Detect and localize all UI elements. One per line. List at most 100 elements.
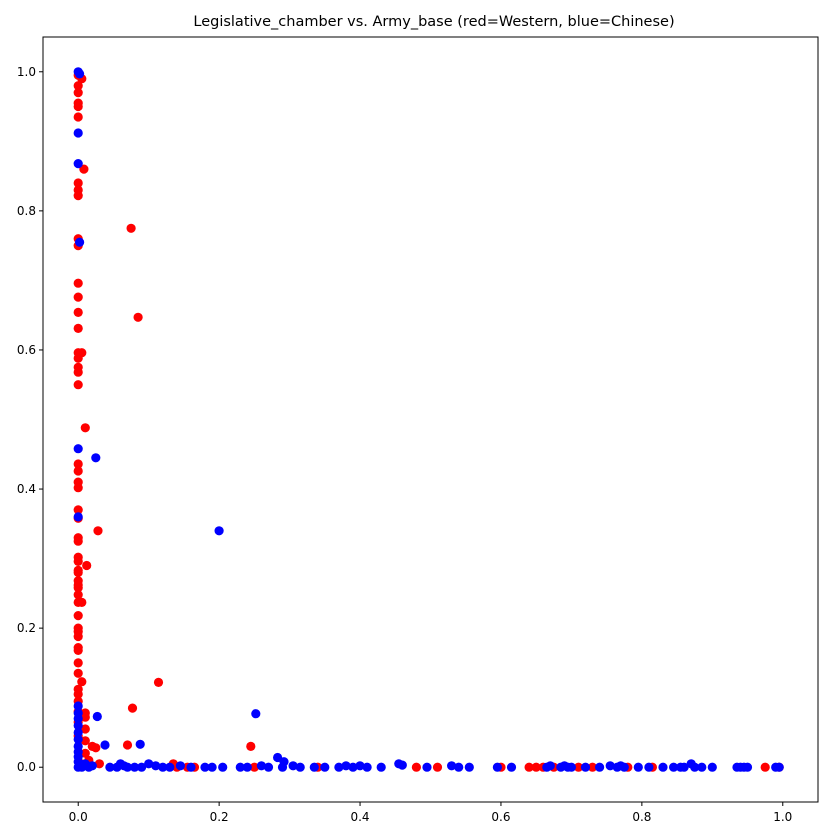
data-point-series-0-71 [153, 677, 164, 688]
data-point-series-0-15 [73, 307, 83, 317]
data-point-series-1-11 [73, 713, 83, 724]
data-point-series-0-23 [80, 423, 90, 433]
data-point-series-1-6 [91, 453, 101, 463]
data-point-series-1-1 [75, 69, 85, 79]
data-point-series-1-38 [158, 762, 168, 772]
data-point-series-1-36 [144, 759, 154, 769]
data-point-series-1-9 [73, 701, 83, 711]
y-tick-label: 0.8 [17, 204, 36, 218]
data-point-series-0-88 [573, 762, 584, 772]
data-point-series-1-14 [73, 734, 83, 745]
data-point-series-0-85 [531, 762, 541, 772]
data-point-series-0-13 [73, 278, 83, 288]
data-point-series-0-6 [73, 112, 83, 122]
data-point-series-0-38 [73, 583, 83, 593]
x-tick-label: 0.2 [210, 810, 229, 824]
data-point-series-0-72 [127, 703, 138, 713]
data-point-series-1-89 [697, 762, 707, 772]
data-point-series-1-67 [492, 762, 502, 772]
data-point-series-1-26 [135, 739, 145, 749]
data-point-series-0-5 [73, 101, 83, 112]
axes-layer: 0.0 0.2 0.4 0.6 0.8 1.0 0.0 0.2 0.4 0.6 0.8 1.0 [17, 65, 792, 824]
data-point-series-0-82 [432, 762, 443, 772]
y-tick-label: 1.0 [17, 65, 36, 79]
x-tick-label: 0.4 [350, 810, 369, 824]
data-point-series-0-35 [73, 567, 83, 578]
points-layer [73, 67, 784, 772]
data-point-series-1-42 [200, 762, 210, 772]
data-point-series-1-3 [73, 159, 83, 169]
data-point-series-1-63 [422, 762, 432, 772]
data-point-series-1-35 [137, 762, 147, 772]
y-tick-label: 0.6 [17, 343, 36, 357]
data-point-series-0-65 [94, 759, 104, 769]
data-point-series-1-27 [251, 709, 261, 719]
data-point-series-1-76 [595, 762, 605, 772]
data-point-series-1-12 [73, 720, 83, 731]
data-point-series-0-41 [77, 597, 87, 608]
data-point-series-0-58 [80, 724, 90, 734]
data-point-series-0-3 [73, 88, 83, 98]
data-point-series-1-60 [376, 762, 386, 772]
data-point-series-1-83 [658, 762, 668, 772]
data-point-series-1-75 [580, 762, 591, 772]
data-point-series-0-24 [73, 459, 83, 469]
data-point-series-0-84 [524, 762, 534, 772]
data-point-series-1-56 [341, 761, 351, 771]
data-point-series-1-77 [605, 761, 615, 771]
data-point-series-0-33 [73, 556, 83, 567]
data-point-series-0-49 [73, 668, 83, 678]
data-point-series-1-46 [242, 762, 252, 772]
data-point-series-1-59 [362, 762, 372, 772]
data-point-series-1-57 [348, 762, 358, 772]
x-tick-label: 0.8 [632, 810, 651, 824]
data-point-series-1-82 [644, 762, 654, 772]
data-point-series-1-80 [619, 762, 629, 772]
data-point-series-0-70 [133, 312, 143, 322]
data-point-series-0-19 [73, 353, 83, 363]
data-point-series-0-8 [73, 178, 83, 188]
data-point-series-1-94 [742, 762, 753, 772]
data-point-series-1-50 [279, 757, 289, 767]
data-point-series-1-13 [73, 727, 83, 738]
data-point-series-0-7 [79, 164, 89, 174]
data-point-series-1-45 [235, 762, 245, 772]
data-point-series-1-25 [100, 740, 110, 750]
y-tick-label: 0.0 [17, 760, 36, 774]
data-point-series-1-39 [165, 762, 175, 772]
data-point-series-1-8 [214, 526, 224, 536]
x-tick-label: 1.0 [773, 810, 792, 824]
data-point-series-0-25 [73, 466, 83, 476]
data-point-series-1-64 [447, 761, 457, 771]
data-point-series-1-44 [218, 762, 228, 772]
data-point-series-1-51 [288, 761, 298, 771]
data-point-series-0-79 [249, 762, 259, 772]
data-point-series-0-51 [73, 689, 83, 699]
data-point-series-1-84 [669, 762, 679, 772]
data-point-series-1-29 [105, 762, 115, 772]
data-point-series-1-53 [309, 762, 319, 772]
data-point-series-1-37 [151, 761, 161, 771]
data-point-series-0-62 [91, 743, 101, 753]
data-point-series-0-48 [73, 658, 83, 668]
data-point-series-1-90 [707, 762, 717, 772]
data-point-series-1-34 [130, 762, 140, 772]
chart-title: Legislative_chamber vs. Army_base (red=W… [193, 14, 674, 30]
data-point-series-0-73 [122, 740, 133, 750]
data-point-series-0-53 [77, 677, 87, 687]
data-point-series-1-40 [175, 761, 185, 771]
data-point-series-0-81 [411, 762, 421, 772]
x-tick-label: 0.0 [69, 810, 88, 824]
data-point-series-1-33 [122, 762, 133, 772]
data-point-series-1-24 [92, 711, 102, 722]
data-point-series-0-27 [73, 483, 83, 493]
y-tick-label: 0.4 [17, 482, 36, 496]
data-point-series-0-63 [80, 748, 90, 758]
data-point-series-1-7 [73, 512, 83, 522]
y-tick-label: 0.2 [17, 621, 36, 635]
data-point-series-0-39 [73, 590, 83, 600]
data-point-series-0-74 [246, 741, 256, 752]
data-point-series-1-52 [295, 762, 305, 772]
